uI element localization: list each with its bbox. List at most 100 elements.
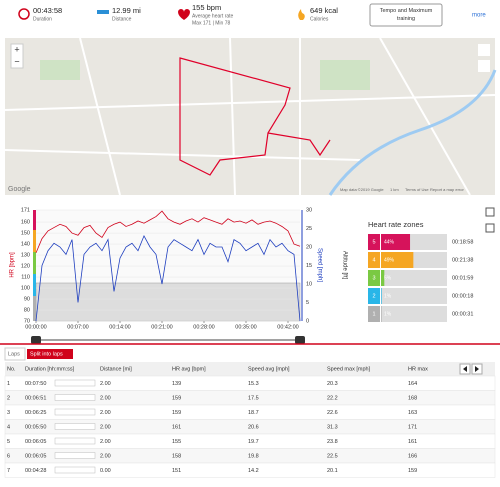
roads: [4, 37, 496, 196]
y-tick-label: 140: [21, 242, 30, 248]
duration-bar: [54, 394, 96, 401]
table-cell: 7: [7, 468, 10, 474]
zoom-out[interactable]: −: [14, 56, 19, 66]
y-tick-label: 80: [24, 307, 30, 313]
zone-number: 5: [372, 239, 375, 245]
table-cell: 161: [172, 424, 181, 430]
distance-label: Distance: [112, 16, 132, 22]
zone-box: [368, 270, 380, 286]
y-tick-label: 100: [21, 285, 30, 291]
avg-hr: 155 bpm: [192, 3, 221, 12]
chart-fullscreen[interactable]: [485, 223, 495, 233]
map-report[interactable]: Report a map error: [430, 187, 464, 192]
training-button[interactable]: [369, 3, 443, 27]
calories-label: Calories: [310, 16, 329, 22]
zone-box: [368, 252, 380, 268]
table-header-cell: Speed max [mph]: [327, 366, 371, 372]
y-axis-title: HR [bpm]: [10, 252, 16, 278]
zone-bar: [381, 270, 385, 286]
table-cell: 159: [172, 395, 181, 401]
table-cell: 1: [7, 381, 10, 387]
y2-axis-title: Speed [mph]: [316, 248, 322, 282]
laps-tab[interactable]: [4, 347, 26, 361]
table-cell: 00:06:25: [25, 410, 46, 416]
slider-handle[interactable]: [295, 336, 305, 344]
y-tick-label: 171: [21, 207, 30, 213]
table-cell: 2.00: [100, 410, 111, 416]
table-cell: 22.5: [327, 453, 338, 459]
y2-tick-label: 25: [306, 226, 312, 232]
map-logo: Google: [8, 186, 31, 193]
zone-percent: 44%: [384, 239, 395, 245]
duration-label: Duration: [33, 16, 52, 22]
table-cell: 14.2: [248, 468, 259, 474]
table-cell: 139: [172, 381, 181, 387]
x-tick-label: 00:14:00: [109, 324, 130, 330]
table-cell: 20.6: [248, 424, 259, 430]
y-tick-label: 120: [21, 264, 30, 270]
table-cell: 31.3: [327, 424, 338, 430]
route: [179, 57, 331, 176]
table-cell: 4: [7, 424, 10, 430]
split-button[interactable]: [27, 349, 73, 359]
series-line: [35, 210, 301, 254]
table-header-cell: Distance [mi]: [100, 366, 132, 372]
series-line: [35, 234, 301, 322]
zone-box: [368, 306, 380, 322]
zoom-controls[interactable]: [10, 43, 24, 69]
table-cell: 2.00: [100, 453, 111, 459]
y3-axis-title: Altitude [ft]: [341, 251, 347, 280]
y-tick-label: 130: [21, 253, 30, 259]
zone-percent: 1%: [384, 311, 392, 317]
chart-settings[interactable]: [485, 207, 495, 217]
zone-time: 00:01:59: [452, 275, 473, 281]
duration-icon: [18, 8, 30, 20]
y-tick-label: 110: [21, 274, 30, 280]
zone-band: [33, 230, 36, 252]
map-settings[interactable]: [478, 44, 490, 56]
table-cell: 2.00: [100, 381, 111, 387]
more-link[interactable]: more: [472, 13, 486, 19]
table-cell: 23.8: [327, 439, 338, 445]
y2-tick-label: 20: [306, 244, 312, 250]
table-cell: 20.3: [327, 381, 338, 387]
table-cell: 155: [172, 439, 181, 445]
zone-band: [33, 296, 36, 321]
zone-bar: [381, 306, 382, 322]
table-cell: 158: [172, 453, 181, 459]
table-cell: 00:06:05: [25, 439, 46, 445]
table-cell: 2.00: [100, 395, 111, 401]
table-cell: 17.5: [248, 395, 259, 401]
arrows: [463, 366, 479, 372]
zone-number: 2: [372, 293, 375, 299]
training-button-text: Tempo and Maximum training: [379, 8, 433, 22]
duration-bar: [54, 466, 96, 474]
table-header: [5, 362, 495, 376]
map-fullscreen[interactable]: [478, 60, 490, 72]
duration-bar: [54, 452, 96, 459]
duration-bar: [54, 379, 96, 387]
table-cell: 18.7: [248, 410, 259, 416]
zone-number: 3: [372, 275, 375, 281]
duration: 00:43:58: [33, 6, 62, 15]
calories: 649 kcal: [310, 6, 338, 15]
table-row: [4, 462, 496, 478]
x-tick-label: 00:35:00: [235, 324, 256, 330]
y2-tick-label: 5: [306, 300, 309, 306]
table-cell: 163: [408, 410, 417, 416]
laps-tab-label: Laps: [8, 351, 20, 357]
zone-time: 00:18:58: [452, 239, 473, 245]
table-cell: 151: [172, 468, 181, 474]
table-cell: 164: [408, 381, 417, 387]
map-terms[interactable]: Terms of Use: [405, 187, 429, 192]
y2-tick-label: 0: [306, 318, 309, 324]
x-tick-label: 00:42:00: [277, 324, 298, 330]
zone-percent: 1%: [384, 293, 392, 299]
slider-handle[interactable]: [31, 336, 41, 344]
table-cell: 0.00: [100, 468, 111, 474]
zone-bar: [381, 234, 411, 250]
table-header-cell: Speed avg [mph]: [248, 366, 290, 372]
zoom-in[interactable]: +: [14, 44, 19, 54]
